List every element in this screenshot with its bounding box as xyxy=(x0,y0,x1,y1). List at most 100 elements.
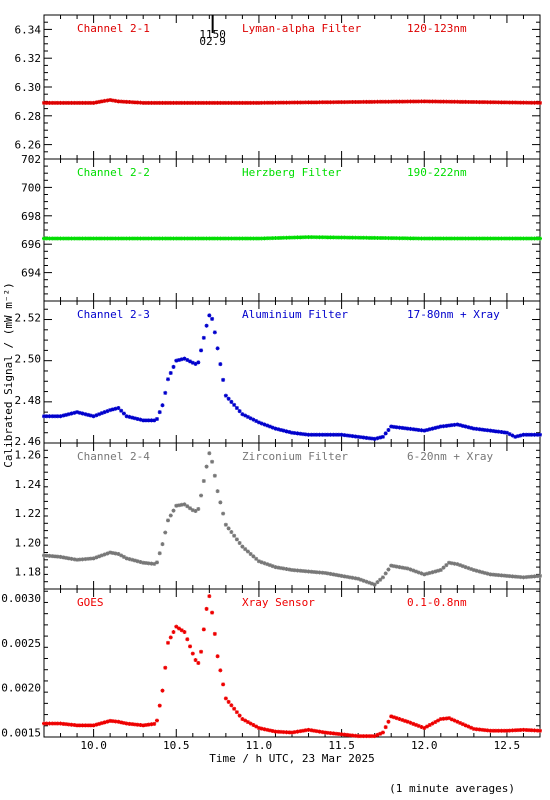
data-point xyxy=(375,580,380,585)
data-point xyxy=(532,728,537,733)
data-point xyxy=(226,699,231,704)
data-point xyxy=(504,573,509,578)
data-point xyxy=(105,98,110,103)
data-point xyxy=(526,100,531,105)
data-point xyxy=(436,718,441,723)
data-point xyxy=(529,574,534,579)
data-point xyxy=(295,729,300,734)
data-point xyxy=(223,696,228,701)
data-point xyxy=(369,99,374,104)
data-point xyxy=(119,720,124,725)
data-point xyxy=(507,100,512,105)
data-point xyxy=(108,97,113,102)
data-point xyxy=(160,236,165,241)
data-point xyxy=(496,728,501,733)
data-point xyxy=(262,561,267,566)
data-point xyxy=(193,100,198,105)
data-point xyxy=(278,427,283,432)
data-point xyxy=(278,729,283,734)
data-point xyxy=(491,572,496,577)
data-point xyxy=(229,530,234,535)
data-point xyxy=(229,703,234,708)
data-point xyxy=(339,235,344,240)
data-point xyxy=(402,99,407,104)
data-point xyxy=(361,235,366,240)
data-point xyxy=(61,413,66,418)
filter-label: Xray Sensor xyxy=(242,596,315,609)
data-point xyxy=(119,99,124,104)
data-point xyxy=(314,100,319,105)
data-point xyxy=(259,100,264,105)
data-point xyxy=(436,236,441,241)
data-point xyxy=(491,100,496,105)
data-point xyxy=(524,727,529,732)
data-point xyxy=(163,390,168,395)
data-point xyxy=(295,568,300,573)
data-point xyxy=(108,718,113,723)
data-point xyxy=(336,100,341,105)
data-point xyxy=(496,429,501,434)
data-point xyxy=(53,721,58,726)
panel-5: 0.0030 0.0025 0.0020 0.0015 GOES Xray Sensor 0… xyxy=(1,588,542,740)
data-point xyxy=(212,330,217,335)
data-point xyxy=(50,100,55,105)
data-point xyxy=(460,423,465,428)
data-point xyxy=(375,436,380,441)
data-point xyxy=(199,493,204,498)
data-point xyxy=(201,100,206,105)
data-point xyxy=(135,416,140,421)
data-point xyxy=(474,100,479,105)
data-point xyxy=(386,236,391,241)
data-point xyxy=(64,100,69,105)
data-point xyxy=(72,557,77,562)
y-tick-label: 702 xyxy=(21,153,41,166)
data-point xyxy=(411,236,416,241)
data-point xyxy=(237,409,242,414)
data-point xyxy=(400,565,405,570)
data-point xyxy=(504,430,509,435)
data-point xyxy=(91,723,96,728)
band-label: 190-222nm xyxy=(407,166,467,179)
y-tick-label: 694 xyxy=(21,267,41,280)
data-point xyxy=(325,730,330,735)
data-point xyxy=(163,100,168,105)
data-point xyxy=(529,100,534,105)
data-point xyxy=(538,100,542,105)
data-point xyxy=(204,464,209,469)
data-point xyxy=(174,503,179,508)
data-point xyxy=(119,408,124,413)
panel-2: 702 700 698 696 694 Channel 2-2 Herzberg Filte… xyxy=(21,153,542,302)
data-point xyxy=(121,411,126,416)
data-point xyxy=(535,432,540,437)
data-point xyxy=(292,431,297,436)
data-point xyxy=(58,721,63,726)
data-point xyxy=(248,100,253,105)
data-point xyxy=(447,236,452,241)
data-point xyxy=(256,236,261,241)
data-point xyxy=(358,99,363,104)
data-point xyxy=(425,724,430,729)
data-point xyxy=(532,574,537,579)
band-label: 17-80nm + Xray xyxy=(407,308,500,321)
data-point xyxy=(477,100,482,105)
data-point xyxy=(499,430,504,435)
data-point xyxy=(132,722,137,727)
data-point xyxy=(201,627,206,632)
y-tick-label: 6.26 xyxy=(15,139,42,152)
data-point xyxy=(507,236,512,241)
data-point xyxy=(411,721,416,726)
data-point xyxy=(105,551,110,556)
data-point xyxy=(405,426,410,431)
data-point xyxy=(199,348,204,353)
data-point xyxy=(243,100,248,105)
data-point xyxy=(400,425,405,430)
data-point xyxy=(438,568,443,573)
data-point xyxy=(127,557,132,562)
data-point xyxy=(391,99,396,104)
data-point xyxy=(256,726,261,731)
data-point xyxy=(303,235,308,240)
data-point xyxy=(347,100,352,105)
data-point xyxy=(201,335,206,340)
data-point xyxy=(312,569,317,574)
data-point xyxy=(433,236,438,241)
